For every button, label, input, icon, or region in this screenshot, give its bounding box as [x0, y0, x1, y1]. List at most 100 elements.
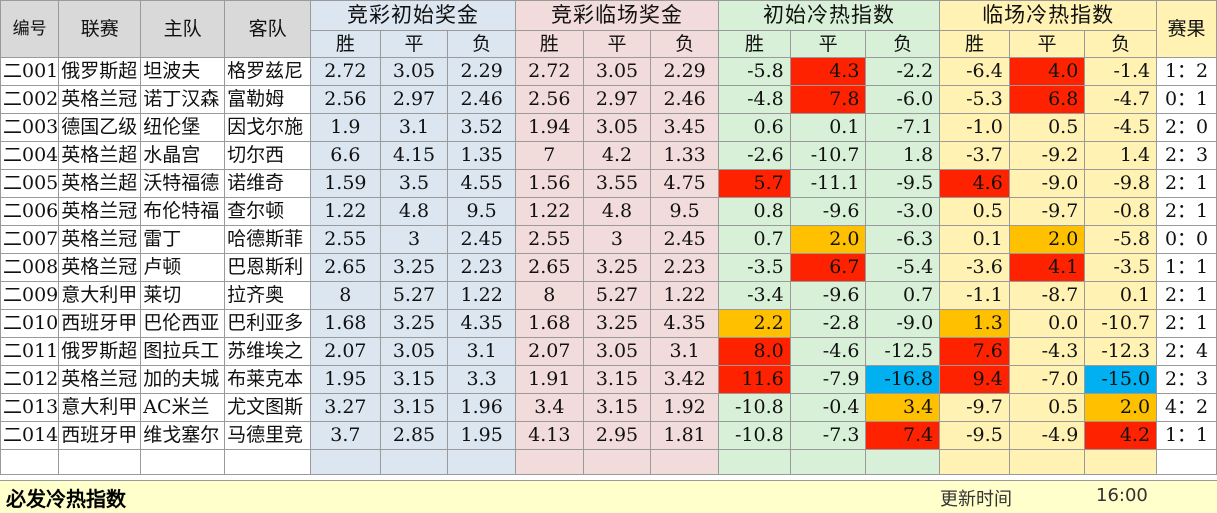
cell-result: 2：1	[1156, 309, 1217, 338]
cell-initial-odds: 1.96	[447, 393, 516, 422]
cell-live-odds: 4.2	[582, 141, 652, 170]
cell-initial-odds: 3.1	[379, 113, 449, 142]
cell-live-odds: 1.33	[650, 141, 719, 170]
cell-away: 诺维奇	[224, 169, 312, 198]
header-live-index: 临场冷热指数	[939, 0, 1158, 31]
cell-initial-index: 0.8	[717, 197, 791, 226]
empty-cell	[582, 449, 652, 475]
cell-live-odds: 1.22	[514, 197, 584, 226]
cell-live-index: 4.1	[1008, 253, 1086, 282]
cell-league: 俄罗斯超	[58, 57, 142, 86]
cell-initial-index: -3.5	[717, 253, 791, 282]
cell-id: 二012	[0, 365, 60, 394]
cell-live-odds: 3.25	[582, 253, 652, 282]
cell-live-index: 4.2	[1084, 421, 1158, 450]
cell-live-odds: 2.65	[514, 253, 584, 282]
cell-away: 巴利亚多	[224, 309, 312, 338]
cell-home: 图拉兵工	[140, 337, 226, 366]
empty-cell	[650, 449, 719, 475]
header-initial-index: 初始冷热指数	[717, 0, 941, 31]
cell-initial-index: -7.1	[865, 113, 941, 142]
cell-live-index: -15.0	[1084, 365, 1158, 394]
cell-initial-odds: 3.5	[379, 169, 449, 198]
cell-initial-odds: 1.22	[310, 197, 381, 226]
cell-live-index: -3.6	[939, 253, 1010, 282]
cell-away: 马德里竞	[224, 421, 312, 450]
cell-result: 0：1	[1156, 85, 1217, 114]
header-away: 客队	[224, 0, 312, 58]
cell-live-odds: 3.05	[582, 57, 652, 86]
cell-initial-odds: 2.07	[310, 337, 381, 366]
table-row: 二004 英格兰超 水晶宫 切尔西 6.6 4.15 1.35 7 4.2 1.33 -2.6 -10…	[0, 141, 1217, 170]
cell-live-index: -6.4	[939, 57, 1010, 86]
cell-home: 纽伦堡	[140, 113, 226, 142]
cell-result: 2：1	[1156, 281, 1217, 310]
cell-live-index: -4.9	[1008, 421, 1086, 450]
empty-cell	[514, 449, 584, 475]
cell-id: 二008	[0, 253, 60, 282]
header-row-2: 胜平负胜平负胜平负胜平负	[1, 30, 1217, 58]
empty-cell	[310, 449, 381, 475]
cell-league: 英格兰冠	[58, 85, 142, 114]
cell-id: 二001	[0, 57, 60, 86]
update-time-label: 更新时间	[940, 489, 1012, 510]
header-live-odds: 竞彩临场奖金	[514, 0, 719, 31]
cell-initial-odds: 1.35	[447, 141, 516, 170]
cell-live-index: -1.1	[939, 281, 1010, 310]
cell-initial-odds: 2.46	[447, 85, 516, 114]
cell-live-odds: 4.75	[650, 169, 719, 198]
cell-initial-odds: 2.56	[310, 85, 381, 114]
cell-live-index: -1.4	[1084, 57, 1158, 86]
cell-live-index: -9.7	[1008, 197, 1086, 226]
cell-initial-index: -10.7	[789, 141, 867, 170]
cell-live-odds: 2.45	[650, 225, 719, 254]
cell-away: 因戈尔施	[224, 113, 312, 142]
cell-initial-index: -7.9	[789, 365, 867, 394]
cell-id: 二013	[0, 393, 60, 422]
cell-live-index: -9.5	[939, 421, 1010, 450]
cell-live-index: 0.5	[939, 197, 1010, 226]
cell-league: 俄罗斯超	[58, 337, 142, 366]
cell-league: 意大利甲	[58, 281, 142, 310]
cell-live-odds: 4.13	[514, 421, 584, 450]
cell-live-odds: 2.95	[582, 421, 652, 450]
cell-live-index: -12.3	[1084, 337, 1158, 366]
empty-cell	[865, 449, 941, 475]
subheader-initial-odds-lose: 负	[447, 30, 516, 58]
footer-title: 必发冷热指数	[6, 487, 126, 511]
empty-cell	[1008, 449, 1086, 475]
cell-live-odds: 3.55	[582, 169, 652, 198]
table-row: 二009 意大利甲 莱切 拉齐奥 8 5.27 1.22 8 5.27 1.22 -3.4 -9.6 0…	[0, 281, 1217, 310]
cell-live-index: 1.3	[939, 309, 1010, 338]
cell-home: 雷丁	[140, 225, 226, 254]
cell-initial-index: 3.4	[865, 393, 941, 422]
cell-initial-odds: 4.15	[379, 141, 449, 170]
cell-result: 2：4	[1156, 337, 1217, 366]
empty-cell	[717, 449, 791, 475]
cell-initial-odds: 3.05	[379, 337, 449, 366]
subheader-live-index-win: 胜	[939, 30, 1010, 58]
cell-initial-odds: 4.35	[447, 309, 516, 338]
subheader-live-odds-win: 胜	[514, 30, 584, 58]
cell-live-odds: 7	[514, 141, 584, 170]
cell-initial-odds: 2.23	[447, 253, 516, 282]
cell-home: 卢顿	[140, 253, 226, 282]
cell-live-index: 2.0	[1008, 225, 1086, 254]
cell-live-odds: 1.94	[514, 113, 584, 142]
cell-live-index: 6.8	[1008, 85, 1086, 114]
subheader-live-odds-lose: 负	[650, 30, 719, 58]
cell-initial-index: -2.8	[789, 309, 867, 338]
cell-initial-odds: 3.15	[379, 393, 449, 422]
cell-initial-odds: 2.65	[310, 253, 381, 282]
cell-initial-index: 7.8	[789, 85, 867, 114]
empty-cell	[140, 449, 226, 475]
cell-id: 二009	[0, 281, 60, 310]
cell-initial-odds: 2.45	[447, 225, 516, 254]
cell-home: 巴伦西亚	[140, 309, 226, 338]
table-row: 二007 英格兰冠 雷丁 哈德斯菲 2.55 3 2.45 2.55 3 2.45 0.7 2.0 -6…	[0, 225, 1217, 254]
cell-initial-index: 0.6	[717, 113, 791, 142]
cell-live-odds: 3.25	[582, 309, 652, 338]
cell-initial-odds: 4.55	[447, 169, 516, 198]
cell-live-index: 1.4	[1084, 141, 1158, 170]
cell-initial-index: 5.7	[717, 169, 791, 198]
